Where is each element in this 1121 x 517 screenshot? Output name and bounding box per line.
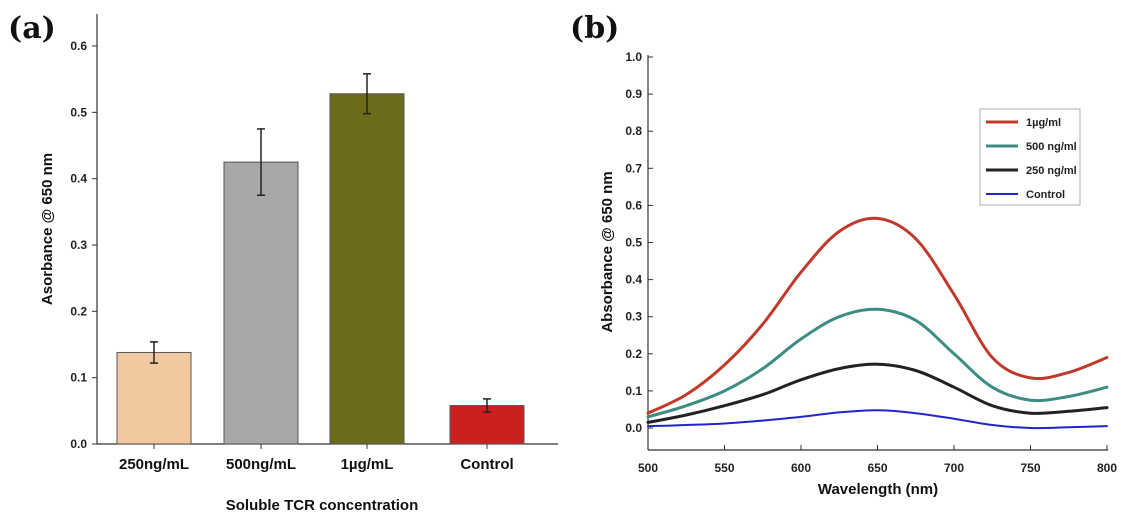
category-label: 250ng/mL xyxy=(119,456,189,473)
panel-label-b: (b) xyxy=(570,11,619,46)
y-tick-label: 0.6 xyxy=(70,39,87,53)
series-line-3 xyxy=(646,362,1109,424)
y-tick-label-b: 0.6 xyxy=(625,198,642,212)
y-axis-title: Asorbance @ 650 nm xyxy=(39,153,56,305)
y-tick-label: 0.2 xyxy=(70,304,87,318)
series-line-2 xyxy=(646,307,1109,419)
series-lines xyxy=(646,216,1109,430)
category-label: 1µg/mL xyxy=(341,456,394,473)
series-line-1 xyxy=(646,216,1109,415)
y-tick-label-b: 0.1 xyxy=(625,384,642,398)
x-axis-title-b: Wavelength (nm) xyxy=(818,481,938,498)
y-tick-label: 0.5 xyxy=(70,105,87,119)
y-tick-label-b: 0.5 xyxy=(625,236,642,250)
legend-label: 250 ng/ml xyxy=(1026,165,1077,177)
x-axis-title: Soluble TCR concentration xyxy=(226,497,419,514)
y-tick-label-b: 1.0 xyxy=(625,50,642,64)
y-tick-label-b: 0.7 xyxy=(625,161,642,175)
bar-chart-panel: (a) 0.0 0.1 0.2 0.3 0.4 0.5 0.6 250ng/mL 500ng/… xyxy=(8,11,558,514)
y-tick-label-b: 0.0 xyxy=(625,421,642,435)
x-tick-label-b: 650 xyxy=(867,461,887,475)
panel-label-a: (a) xyxy=(8,11,56,46)
x-tick-label-b: 700 xyxy=(944,461,964,475)
legend-label: 1µg/ml xyxy=(1026,117,1061,129)
legend-label: Control xyxy=(1026,189,1065,201)
legend-box xyxy=(979,108,1081,206)
bar xyxy=(329,93,405,445)
legend-label: 500 ng/ml xyxy=(1026,141,1077,153)
category-label: 500ng/mL xyxy=(226,456,296,473)
y-tick-label-b: 0.3 xyxy=(625,310,642,324)
bar xyxy=(116,351,192,445)
bars xyxy=(116,73,525,445)
y-axis-title-b: Absorbance @ 650 nm xyxy=(599,171,616,332)
line-chart-panel: (b) 0.0 0.1 0.2 0.3 0.4 0.5 0.6 0.7 0.8 0.9 1.0 50… xyxy=(570,11,1117,498)
x-tick-label-b: 550 xyxy=(714,461,734,475)
y-tick-label-b: 0.2 xyxy=(625,347,642,361)
y-tick-label: 0.3 xyxy=(70,238,87,252)
y-tick-label-b: 0.9 xyxy=(625,87,642,101)
series-line-4 xyxy=(647,409,1108,430)
x-tick-label-b: 750 xyxy=(1020,461,1040,475)
category-labels: 250ng/mL 500ng/mL 1µg/mL Control xyxy=(119,444,514,473)
y-tick-labels-b: 0.0 0.1 0.2 0.3 0.4 0.5 0.6 0.7 0.8 0.9 1.0 xyxy=(625,50,653,435)
x-tick-labels-b: 500 550 600 650 700 750 800 xyxy=(638,445,1117,475)
legend: 1µg/ml 500 ng/ml 250 ng/ml Control xyxy=(979,108,1081,206)
category-label: Control xyxy=(460,456,513,473)
bar xyxy=(223,161,299,445)
x-tick-label-b: 600 xyxy=(791,461,811,475)
y-tick-label-b: 0.4 xyxy=(625,273,642,287)
y-tick-label: 0.0 xyxy=(70,437,87,451)
x-tick-label-b: 800 xyxy=(1097,461,1117,475)
y-tick-label-b: 0.8 xyxy=(625,124,642,138)
x-tick-label-b: 500 xyxy=(638,461,658,475)
y-tick-labels: 0.0 0.1 0.2 0.3 0.4 0.5 0.6 xyxy=(70,39,97,451)
y-tick-label: 0.1 xyxy=(70,371,87,385)
y-tick-label: 0.4 xyxy=(70,172,87,186)
